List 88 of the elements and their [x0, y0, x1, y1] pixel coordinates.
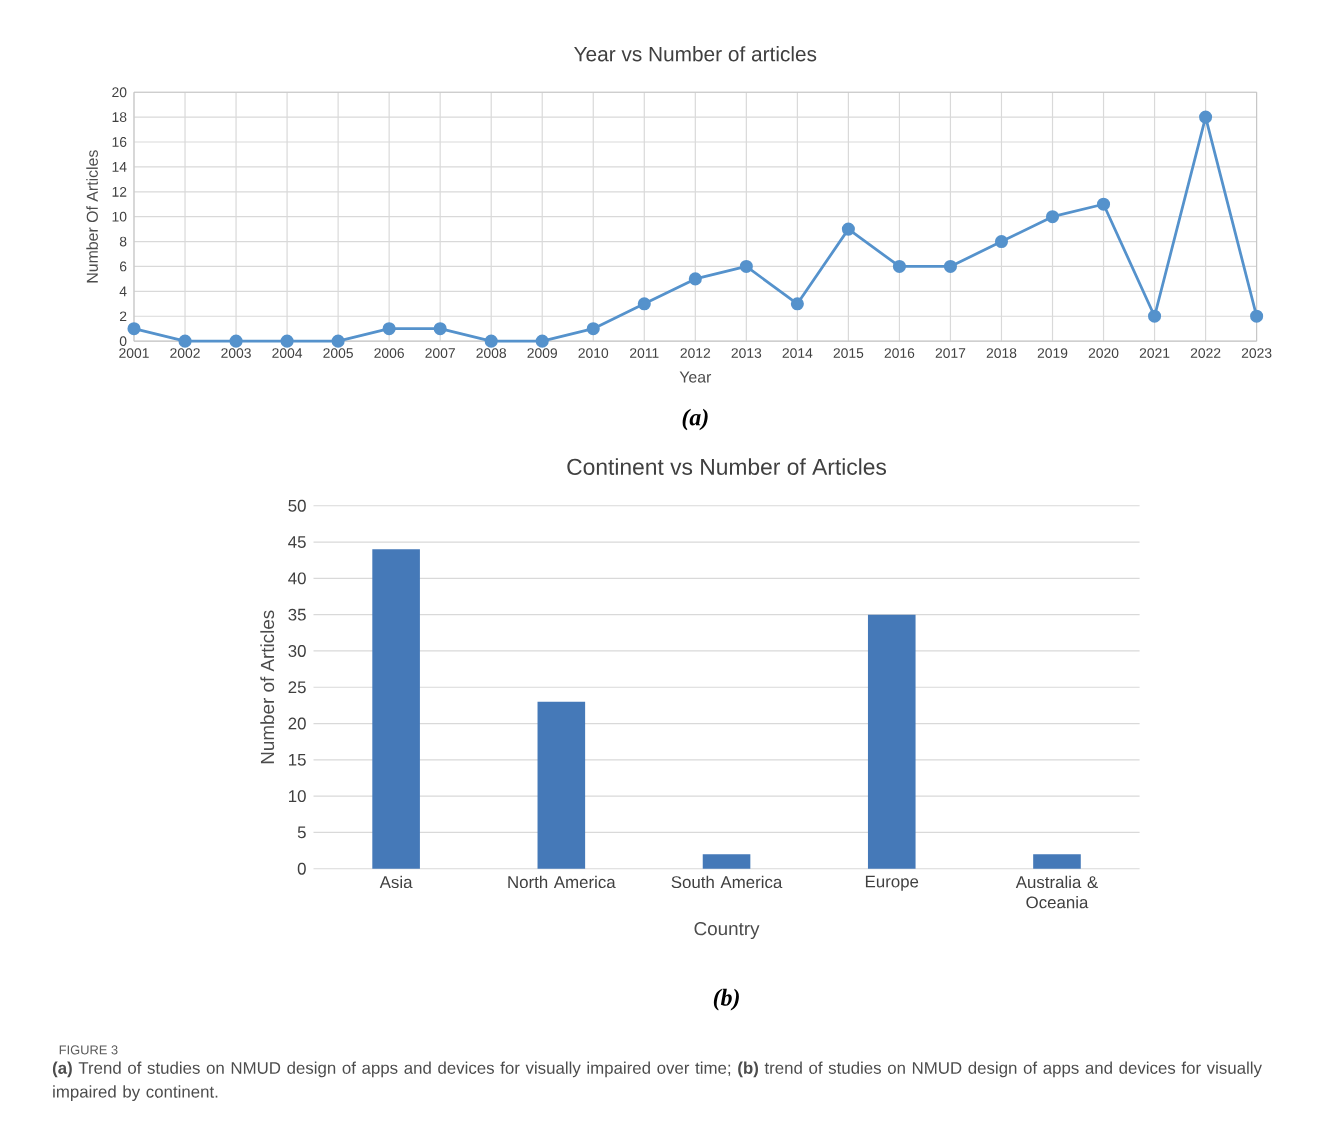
x-tick-label: 2023: [1241, 348, 1272, 359]
x-axis-title: Country: [694, 922, 760, 940]
y-axis-title: Number of Articles: [260, 610, 275, 764]
bar: [867, 614, 916, 869]
point: [688, 272, 702, 286]
x-tick-label: 2016: [884, 348, 915, 359]
point: [1199, 110, 1213, 124]
y-tick-label: 10: [112, 211, 127, 222]
y-tick-label: 50: [288, 500, 306, 512]
x-tick-label: 2004: [272, 348, 303, 359]
chart-title: Continent vs Number of Articles: [567, 458, 887, 476]
point: [790, 297, 804, 311]
point: [943, 260, 957, 274]
point: [229, 334, 243, 348]
x-tick-label: 2001: [119, 348, 149, 359]
point: [892, 260, 906, 274]
x-tick-label: Australia & Oceania: [1015, 875, 1098, 909]
text: (b): [713, 989, 739, 1011]
x-tick-label: 2003: [221, 348, 251, 359]
chart-title: Year vs Number of articles: [574, 46, 817, 62]
y-tick-label: 25: [288, 681, 306, 694]
point: [280, 334, 294, 348]
x-tick-label: 2014: [782, 348, 813, 359]
point: [586, 322, 600, 336]
x-tick-label: 2018: [986, 348, 1017, 359]
point: [1045, 210, 1060, 224]
x-axis-title: Year: [679, 371, 712, 383]
y-tick-label: 6: [119, 261, 127, 272]
x-tick-label: 2005: [323, 348, 353, 359]
point: [1250, 309, 1264, 323]
bar: [537, 701, 586, 869]
y-tick-label: 2: [119, 311, 127, 322]
y-tick-label: 8: [119, 236, 127, 247]
y-tick-label: 14: [112, 162, 127, 172]
x-tick-label: 2020: [1088, 348, 1119, 359]
y-tick-label: 0: [119, 336, 127, 347]
point: [739, 260, 753, 274]
x-tick-label: 2022: [1190, 348, 1221, 359]
x-tick-label: North America: [508, 875, 616, 889]
point: [484, 334, 498, 348]
x-tick-label: 2011: [630, 348, 659, 359]
x-tick-label: South America: [671, 875, 783, 889]
x-tick-label: 2021: [1139, 348, 1170, 359]
point: [382, 322, 396, 336]
x-tick-label: 2013: [731, 348, 762, 359]
y-tick-label: 16: [112, 137, 127, 148]
x-tick-label: 2019: [1037, 348, 1068, 359]
x-tick-label: 2002: [170, 348, 200, 359]
point: [535, 334, 549, 348]
x-tick-label: 2010: [578, 348, 609, 359]
y-tick-label: 0: [297, 862, 306, 875]
point: [637, 297, 651, 311]
point: [331, 334, 345, 348]
x-tick-label: 2017: [935, 348, 966, 359]
x-tick-label: 2007: [425, 348, 455, 359]
x-tick-label: Europe: [865, 875, 919, 892]
y-tick-label: 45: [288, 536, 306, 549]
x-tick-label: 2006: [374, 348, 404, 359]
point: [994, 235, 1009, 249]
y-tick-label: 18: [112, 112, 127, 123]
point: [127, 322, 141, 336]
y-tick-label: 30: [288, 645, 306, 658]
x-tick-label: 2015: [833, 348, 864, 359]
text: (a): [682, 408, 708, 431]
x-tick-label: 2008: [476, 348, 507, 359]
y-tick-label: 15: [289, 754, 306, 766]
point: [841, 222, 855, 236]
y-tick-label: 20: [112, 87, 127, 98]
text: (a) Trend of studies on NMUD design of apps and devices for visually impaired over time; (b) trend of studies on NMUD design of apps and devices for visually impaired by continent.: [52, 1061, 1262, 1102]
y-tick-label: 4: [119, 286, 127, 297]
x-tick-label: 2009: [527, 348, 557, 359]
caption: FIGURE 3: [59, 1045, 118, 1055]
y-axis-title: Number Of Articles: [86, 150, 98, 283]
point: [1148, 309, 1162, 323]
bar: [372, 549, 420, 869]
y-tick-label: 5: [297, 826, 306, 839]
y-tick-label: 12: [112, 187, 127, 197]
point: [433, 322, 447, 336]
point: [178, 334, 192, 348]
x-tick-label: 2012: [680, 348, 711, 359]
point: [1096, 197, 1111, 211]
y-tick-label: 35: [288, 608, 306, 621]
y-tick-label: 40: [288, 572, 306, 585]
bar: [1033, 854, 1081, 869]
x-tick-label: Asia: [379, 875, 413, 889]
bar: [702, 854, 751, 869]
y-tick-label: 20: [288, 717, 306, 730]
y-tick-label: 10: [289, 790, 306, 803]
